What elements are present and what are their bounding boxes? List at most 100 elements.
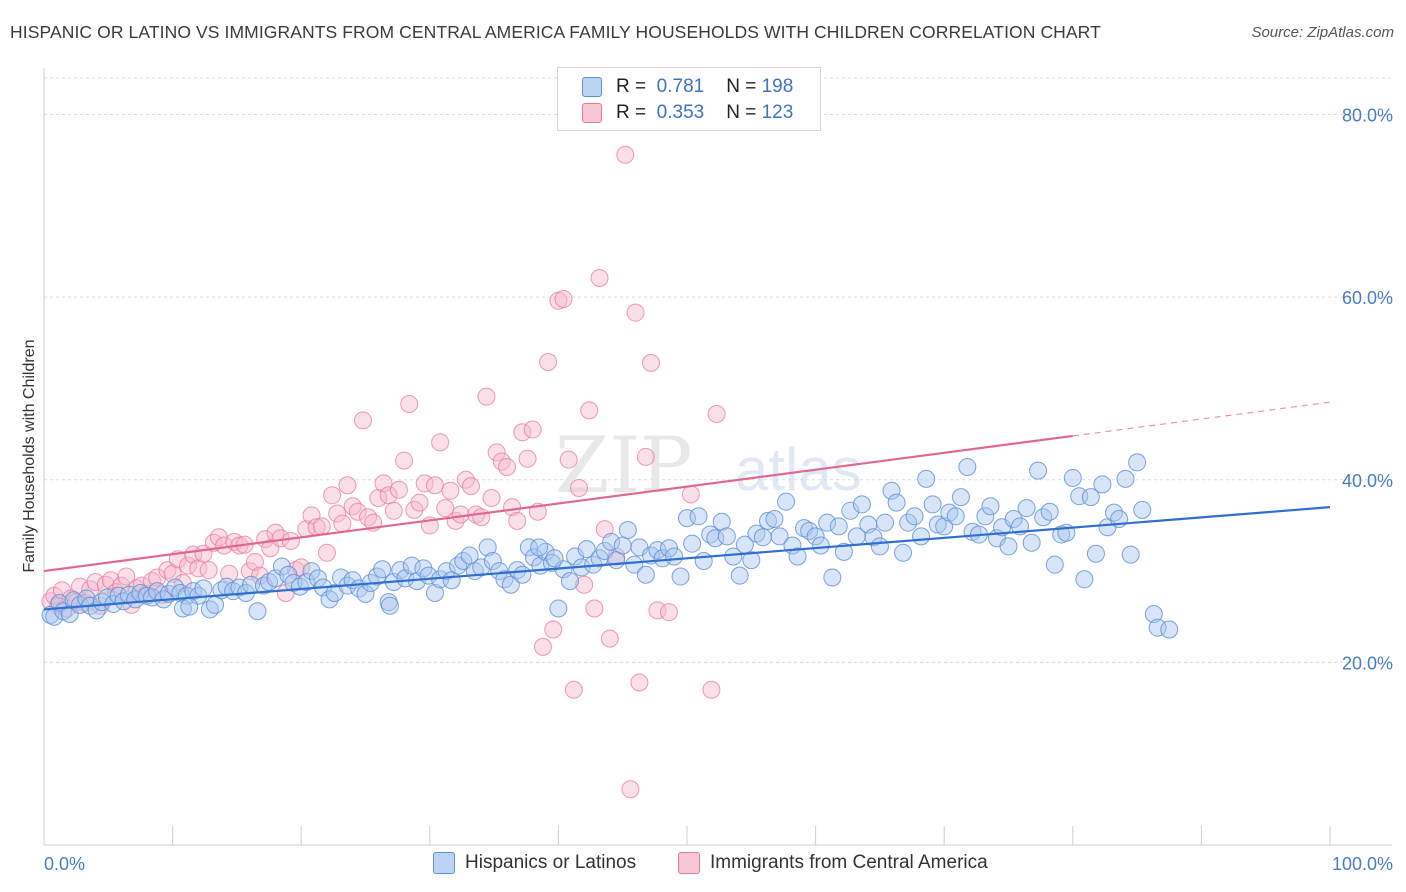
data-point-immigrants [117,567,136,586]
data-point-immigrants [353,411,372,430]
data-point-hispanics [1022,533,1041,552]
data-point-hispanics [1133,500,1152,519]
y-tick-label: 20.0% [1342,653,1393,673]
data-point-immigrants [431,433,450,452]
data-point-hispanics [545,549,564,568]
data-point-hispanics [1160,620,1179,639]
source-label: Source: ZipAtlas.com [1251,24,1394,41]
data-point-hispanics [882,481,901,500]
data-point-hispanics [302,562,321,581]
data-point-hispanics [811,536,830,555]
legend-swatch-pink [678,852,700,874]
data-point-immigrants [641,353,660,372]
data-point-hispanics [530,538,549,557]
data-point-immigrants [338,476,357,495]
data-point-hispanics [841,501,860,520]
data-point-immigrants [389,480,408,499]
data-point-immigrants [621,780,640,799]
legend-row-hispanics: R = 0.781 N = 198 [582,75,793,99]
data-point-hispanics [437,562,456,581]
data-point-immigrants [497,457,516,476]
data-point-hispanics [373,560,392,579]
data-point-immigrants [400,394,419,413]
data-point-immigrants [523,420,542,439]
axes [43,68,1392,846]
data-point-hispanics [1017,499,1036,518]
data-point-hispanics [1148,618,1167,637]
tick-labels: 20.0% 40.0% 60.0% 80.0% 0.0% 100.0% [44,106,1393,874]
data-point-hispanics [834,542,853,561]
data-point-immigrants [240,562,259,581]
data-point-hispanics [290,577,309,596]
data-point-immigrants [199,561,218,580]
data-point-immigrants [328,504,347,523]
data-point-hispanics [706,529,725,548]
watermark-atlas: atlas [735,436,862,503]
data-point-hispanics [935,517,954,536]
data-point-hispanics [742,551,761,570]
data-point-hispanics [899,513,918,532]
data-point-immigrants [492,452,511,471]
data-point-hispanics [549,599,568,618]
legend-swatch-blue [582,77,602,97]
data-point-immigrants [559,450,578,469]
data-point-hispanics [976,507,995,526]
y-tick-label: 40.0% [1342,471,1393,491]
data-point-hispanics [917,469,936,488]
data-point-immigrants [544,620,563,639]
data-point-immigrants [569,478,588,497]
data-point-hispanics [981,497,1000,516]
data-point-hispanics [818,513,837,532]
data-point-immigrants [616,145,635,164]
data-point-hispanics [1075,570,1094,589]
data-point-immigrants [702,680,721,699]
data-point-hispanics [689,507,708,526]
data-point-immigrants [317,543,336,562]
data-point-immigrants [359,508,378,527]
data-point-immigrants [630,673,649,692]
legend-item-immigrants: Immigrants from Central America [678,852,988,874]
data-point-hispanics [717,527,736,546]
legend-item-hispanics: Hispanics or Latinos [433,852,636,874]
data-point-hispanics [1045,555,1064,574]
data-point-hispanics [297,573,316,592]
data-point-immigrants [101,571,120,590]
data-point-immigrants [374,474,393,493]
data-point-hispanics [380,596,399,615]
data-point-immigrants [533,637,552,656]
data-point-immigrants [580,401,599,420]
data-point-immigrants [513,423,532,442]
legend-label-hispanics: Hispanics or Latinos [465,852,637,873]
data-point-hispanics [905,507,924,526]
legend-n-label: N = [726,76,757,97]
data-point-immigrants [179,556,198,575]
data-point-hispanics [1093,475,1112,494]
data-point-hispanics [519,538,538,557]
data-point-immigrants [482,489,501,508]
legend-row-immigrants: R = 0.353 N = 123 [582,101,793,125]
data-point-hispanics [823,568,842,587]
data-point-immigrants [148,568,167,587]
data-point-hispanics [958,457,977,476]
data-point-hispanics [829,517,848,536]
data-point-hispanics [683,534,702,553]
data-point-immigrants [472,508,491,527]
data-point-hispanics [483,552,502,571]
legend-n-label: N = [726,102,757,123]
data-point-hispanics [60,604,79,623]
data-point-hispanics [999,537,1018,556]
data-point-hispanics [678,509,696,528]
data-point-hispanics [1004,510,1023,529]
data-point-immigrants [343,497,362,516]
data-point-hispanics [1144,604,1163,623]
data-point-hispanics [912,527,931,546]
legend-r-label: R = [616,76,647,97]
data-point-hispanics [1063,468,1082,487]
y-axis-label: Family Households with Children [21,340,38,573]
legend-r-label: R = [616,102,647,123]
data-point-hispanics [472,558,491,577]
data-point-immigrants [659,603,678,622]
data-point-hispanics [770,527,789,546]
data-point-immigrants [575,575,594,594]
data-point-hispanics [356,584,375,603]
